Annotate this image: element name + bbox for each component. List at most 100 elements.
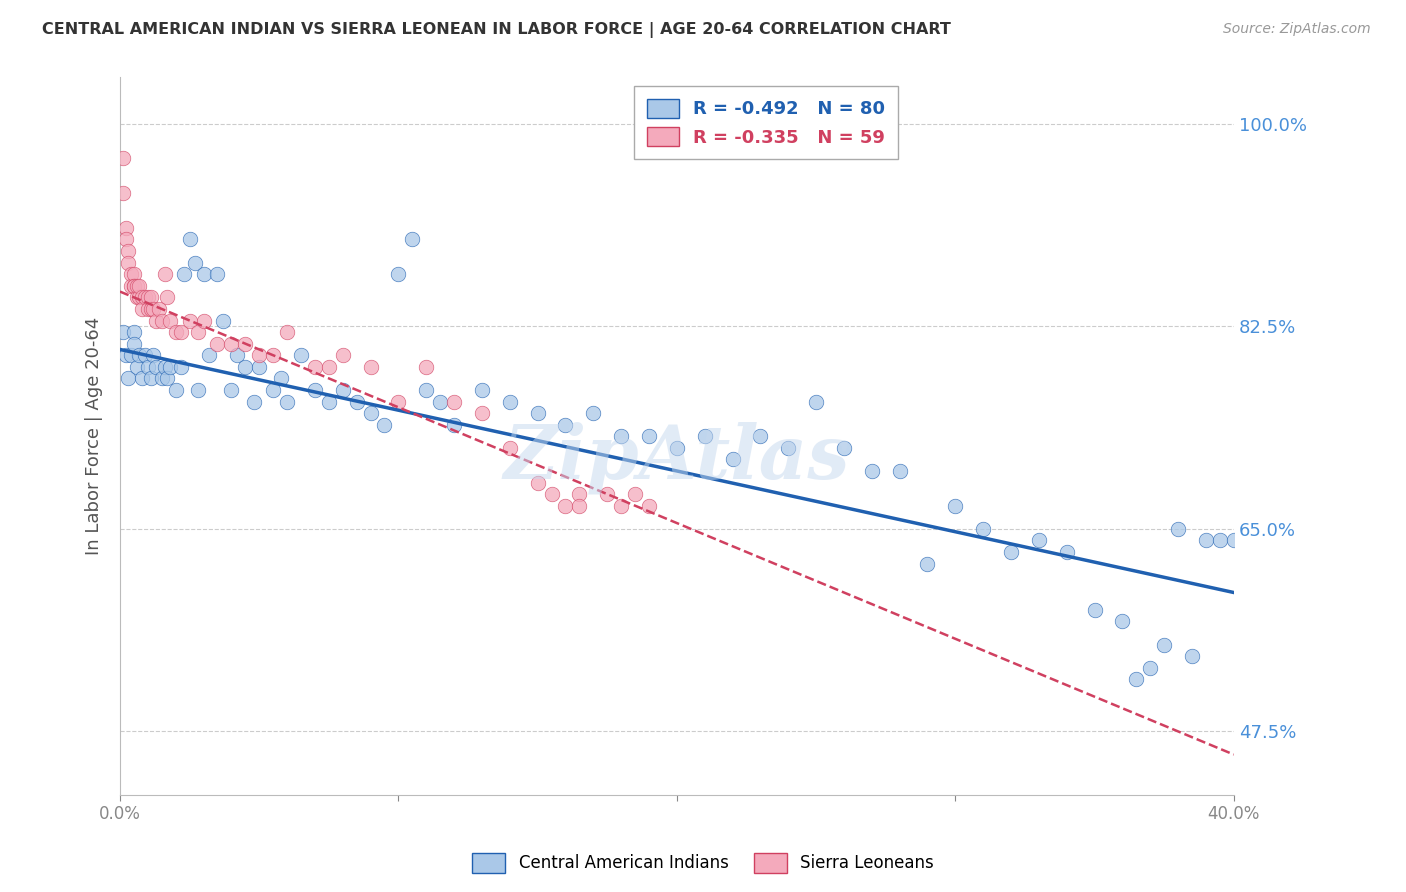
Point [318, 394, 340, 409]
Point [832, 441, 855, 455]
Point [596, 487, 619, 501]
Point [187, 325, 209, 339]
Point [1056, 545, 1078, 559]
Point [111, 325, 134, 339]
Point [276, 394, 298, 409]
Point [198, 348, 221, 362]
Point [187, 383, 209, 397]
Point [173, 267, 195, 281]
Point [193, 267, 215, 281]
Point [804, 394, 827, 409]
Point [665, 441, 688, 455]
Point [139, 371, 162, 385]
Point [134, 290, 156, 304]
Point [242, 394, 264, 409]
Point [128, 290, 150, 304]
Point [111, 152, 134, 166]
Point [125, 359, 148, 374]
Point [276, 325, 298, 339]
Point [139, 290, 162, 304]
Point [554, 417, 576, 432]
Point [134, 348, 156, 362]
Point [290, 348, 312, 362]
Point [247, 348, 270, 362]
Point [387, 267, 409, 281]
Point [131, 371, 153, 385]
Point [131, 301, 153, 316]
Point [721, 452, 744, 467]
Point [1167, 522, 1189, 536]
Point [193, 313, 215, 327]
Point [221, 336, 243, 351]
Point [401, 232, 423, 246]
Point [247, 359, 270, 374]
Point [1111, 615, 1133, 629]
Point [165, 325, 187, 339]
Point [114, 232, 136, 246]
Point [179, 232, 201, 246]
Point [471, 383, 494, 397]
Point [360, 359, 382, 374]
Point [443, 394, 465, 409]
Point [1083, 603, 1105, 617]
Point [159, 313, 181, 327]
Text: CENTRAL AMERICAN INDIAN VS SIERRA LEONEAN IN LABOR FORCE | AGE 20-64 CORRELATION: CENTRAL AMERICAN INDIAN VS SIERRA LEONEA… [42, 22, 950, 38]
Point [638, 499, 661, 513]
Point [128, 348, 150, 362]
Point [159, 359, 181, 374]
Point [114, 221, 136, 235]
Point [304, 359, 326, 374]
Point [1153, 638, 1175, 652]
Point [136, 301, 159, 316]
Point [179, 313, 201, 327]
Point [471, 406, 494, 420]
Point [156, 371, 179, 385]
Point [150, 371, 173, 385]
Point [233, 359, 256, 374]
Point [262, 348, 284, 362]
Point [122, 325, 145, 339]
Text: ZipAtlas: ZipAtlas [503, 422, 851, 494]
Point [136, 290, 159, 304]
Point [415, 383, 437, 397]
Point [114, 348, 136, 362]
Point [943, 499, 966, 513]
Point [917, 557, 939, 571]
Point [1000, 545, 1022, 559]
Text: Source: ZipAtlas.com: Source: ZipAtlas.com [1223, 22, 1371, 37]
Point [125, 278, 148, 293]
Point [624, 487, 647, 501]
Point [122, 336, 145, 351]
Point [415, 359, 437, 374]
Point [1125, 673, 1147, 687]
Point [120, 267, 142, 281]
Point [429, 394, 451, 409]
Point [226, 348, 249, 362]
Point [122, 278, 145, 293]
Point [145, 359, 167, 374]
Point [582, 406, 605, 420]
Point [304, 383, 326, 397]
Point [610, 499, 633, 513]
Point [526, 475, 548, 490]
Point [148, 301, 170, 316]
Point [139, 301, 162, 316]
Point [972, 522, 994, 536]
Point [568, 499, 591, 513]
Point [122, 267, 145, 281]
Point [170, 325, 193, 339]
Legend: R = -0.492   N = 80, R = -0.335   N = 59: R = -0.492 N = 80, R = -0.335 N = 59 [634, 87, 898, 160]
Point [693, 429, 716, 443]
Point [142, 301, 165, 316]
Point [443, 417, 465, 432]
Point [212, 313, 235, 327]
Point [207, 267, 229, 281]
Point [318, 359, 340, 374]
Point [889, 464, 911, 478]
Point [122, 278, 145, 293]
Point [610, 429, 633, 443]
Legend: Central American Indians, Sierra Leoneans: Central American Indians, Sierra Leonean… [465, 847, 941, 880]
Point [1028, 533, 1050, 548]
Point [145, 313, 167, 327]
Point [270, 371, 292, 385]
